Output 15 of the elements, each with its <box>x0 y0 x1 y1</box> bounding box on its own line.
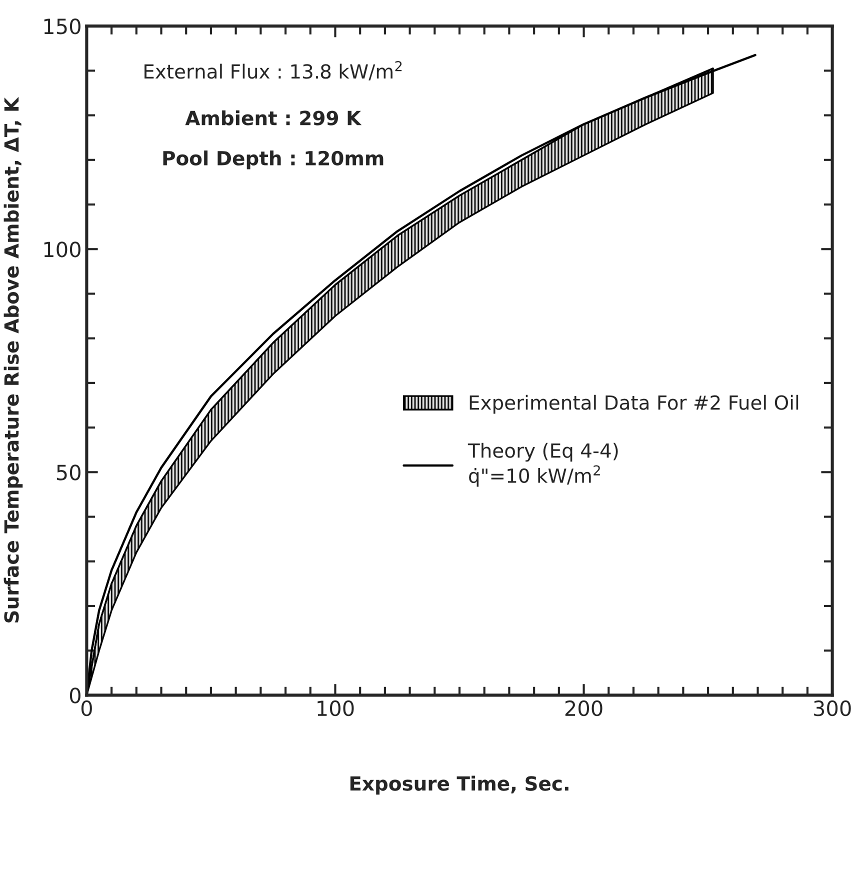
x-axis-title: Exposure Time, Sec. <box>350 776 568 795</box>
y-tick-label: 50 <box>56 464 80 480</box>
legend-label: Theory (Eq 4-4) q̇"=10 kW/m$^{2}$ <box>468 442 618 487</box>
legend-label: Experimental Data For #2 Fuel Oil <box>470 394 798 414</box>
x-tick-label: 0 <box>81 700 92 716</box>
x-tick-label: 100 <box>318 700 354 716</box>
annotation: External Flux : 13.8 kW/m$^{2}$ <box>144 60 402 80</box>
x-tick-label: 300 <box>814 700 851 716</box>
annotation: Pool Depth : 120mm <box>163 150 384 170</box>
y-tick-label: 150 <box>44 18 80 34</box>
x-tick-label: 200 <box>565 700 602 716</box>
y-axis-title: Surface Temperature Rise Above Ambient, ΔT, K <box>4 96 23 622</box>
y-tick-label: 100 <box>44 242 80 258</box>
annotation: Ambient : 299 K <box>185 110 362 126</box>
y-tick-label: 0 <box>70 688 80 704</box>
